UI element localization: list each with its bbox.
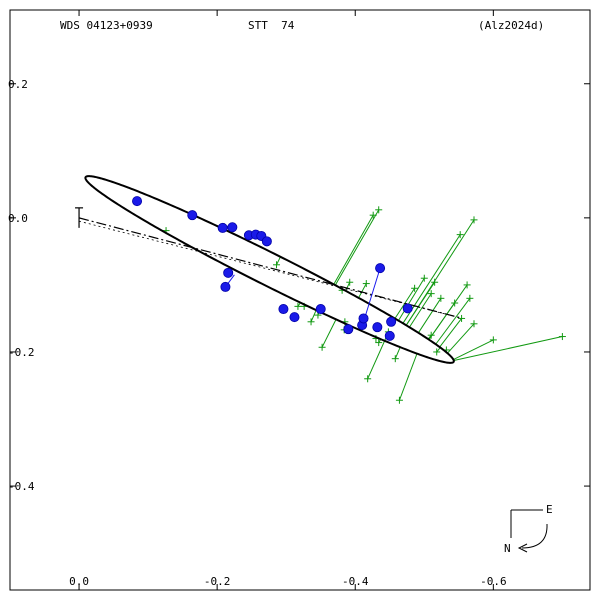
- micrometer-point-23: [318, 343, 326, 351]
- header-designation: STT 74: [248, 19, 295, 32]
- precise-point-11: [289, 312, 300, 323]
- micrometer-point-12: [558, 333, 566, 341]
- orbit-ellipse: [84, 175, 455, 364]
- micrometer-residual-36: [398, 353, 418, 401]
- precise-point-18: [402, 303, 413, 314]
- precise-point-8: [220, 281, 231, 292]
- precise-point-0: [132, 196, 143, 207]
- micrometer-residual-10: [417, 298, 442, 334]
- micrometer-point-33: [375, 339, 383, 347]
- micrometer-residual-29: [333, 214, 374, 285]
- micrometer-residual-13: [453, 339, 494, 360]
- micrometer-residual-4: [428, 302, 456, 340]
- x-tick-label-1: -0.4: [342, 575, 369, 588]
- micrometer-point-2: [463, 281, 471, 289]
- precise-point-9: [223, 267, 234, 278]
- micrometer-point-30: [273, 261, 281, 269]
- precise-series: [132, 196, 413, 341]
- axes: -0.6 -0.4 -0.2 0.0 0.2 0.0 -0.2 -0.4: [8, 10, 590, 590]
- micrometer-residual-23: [321, 319, 337, 348]
- precise-residual-0: [365, 268, 381, 316]
- precise-point-17: [386, 316, 397, 327]
- micrometer-point-24: [346, 278, 354, 286]
- y-tick-label-3: -0.4: [8, 480, 35, 493]
- precise-point-19: [384, 330, 395, 341]
- micrometer-residual-34: [394, 346, 401, 359]
- micrometer-point-13: [489, 336, 497, 344]
- y-tick-label-1: 0.0: [8, 212, 28, 225]
- precise-point-1: [187, 210, 198, 221]
- micrometer-residual-21: [310, 309, 317, 322]
- header-wds: WDS 04123+0939: [60, 19, 153, 32]
- micrometer-residual-3: [435, 298, 471, 345]
- micrometer-point-29: [369, 211, 377, 219]
- micrometer-point-21: [307, 318, 315, 326]
- x-tick-label-0: -0.6: [480, 575, 507, 588]
- micrometer-residual-35: [367, 340, 386, 379]
- periastron-line: [78, 220, 461, 319]
- micrometer-point-35: [364, 375, 372, 383]
- micrometer-point-3: [466, 294, 474, 302]
- micrometer-point-6: [420, 274, 428, 282]
- micrometer-point-8: [411, 284, 419, 292]
- precise-point-13: [343, 324, 354, 335]
- micrometer-point-25: [362, 280, 370, 288]
- micrometer-point-1: [456, 231, 464, 239]
- micrometer-point-11: [458, 314, 466, 322]
- micrometer-point-4: [451, 299, 459, 307]
- precise-point-15: [358, 313, 369, 324]
- precise-point-7: [261, 236, 272, 247]
- precise-point-12: [315, 304, 326, 315]
- micrometer-point-28: [375, 206, 383, 214]
- micrometer-residual-12: [453, 336, 563, 362]
- precise-point-20: [375, 263, 386, 274]
- micrometer-point-15: [433, 348, 441, 356]
- micrometer-residual-6: [398, 277, 425, 321]
- micrometer-point-5: [470, 320, 478, 328]
- compass-east-label: E: [546, 503, 553, 516]
- micrometer-residual-7: [405, 281, 436, 326]
- line-of-nodes: [78, 217, 461, 319]
- precise-point-2: [217, 222, 228, 233]
- micrometer-residual-5: [447, 323, 475, 354]
- micrometer-residual-30: [276, 256, 281, 266]
- micrometer-point-36: [395, 396, 403, 404]
- precise-point-3: [227, 222, 238, 233]
- micrometer-point-37: [427, 331, 435, 339]
- x-tick-label-2: -0.2: [204, 575, 231, 588]
- micrometer-residual-9: [409, 293, 432, 328]
- compass-arrow-head: [517, 543, 528, 553]
- micrometer-point-10: [437, 294, 445, 302]
- x-tick-label-3: 0.0: [69, 575, 89, 588]
- precise-point-10: [278, 304, 289, 315]
- micrometer-residual-25: [358, 283, 367, 299]
- micrometer-residual-11: [439, 318, 462, 348]
- header-reference: (Alz2024d): [478, 19, 544, 32]
- compass-arrow-arc: [521, 523, 548, 549]
- y-tick-label-0: 0.2: [8, 78, 28, 91]
- micrometer-point-9: [427, 290, 435, 298]
- micrometer-series: [162, 206, 566, 404]
- orbit-series: [75, 175, 461, 364]
- compass-north-label: N: [504, 542, 511, 555]
- plot-frame: [9, 9, 591, 591]
- micrometer-point-34: [391, 355, 399, 363]
- precise-point-16: [372, 322, 383, 333]
- micrometer-point-22: [294, 302, 302, 310]
- micrometer-point-0: [470, 216, 478, 224]
- y-tick-label-2: -0.2: [8, 346, 35, 359]
- micrometer-residual-28: [334, 209, 380, 286]
- micrometer-residual-24: [345, 282, 351, 292]
- compass: EN: [504, 503, 553, 555]
- micrometer-point-7: [431, 278, 439, 286]
